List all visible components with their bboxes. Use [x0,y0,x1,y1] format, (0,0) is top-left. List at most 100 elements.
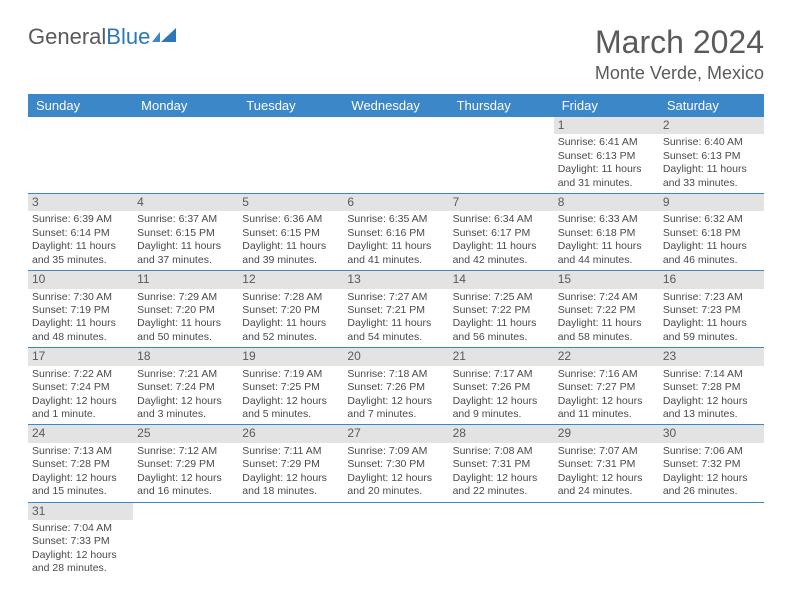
day-cell: 6Sunrise: 6:35 AMSunset: 6:16 PMDaylight… [343,194,448,270]
sunrise-text: Sunrise: 7:24 AM [558,291,655,304]
daylight-text-2: and 18 minutes. [242,485,339,498]
title-block: March 2024 Monte Verde, Mexico [595,24,764,84]
daylight-text-2: and 20 minutes. [347,485,444,498]
day-cell: 30Sunrise: 7:06 AMSunset: 7:32 PMDayligh… [659,425,764,501]
empty-cell [449,117,554,193]
day-cell: 22Sunrise: 7:16 AMSunset: 7:27 PMDayligh… [554,348,659,424]
dow-thursday: Thursday [449,94,554,117]
empty-cell [238,503,343,579]
daylight-text-1: Daylight: 12 hours [453,472,550,485]
day-number: 10 [28,271,133,288]
day-cell: 1Sunrise: 6:41 AMSunset: 6:13 PMDaylight… [554,117,659,193]
sunrise-text: Sunrise: 7:22 AM [32,368,129,381]
sunrise-text: Sunrise: 7:04 AM [32,522,129,535]
day-number: 17 [28,348,133,365]
sunrise-text: Sunrise: 7:17 AM [453,368,550,381]
day-number: 24 [28,425,133,442]
day-cell: 24Sunrise: 7:13 AMSunset: 7:28 PMDayligh… [28,425,133,501]
sunset-text: Sunset: 7:20 PM [137,304,234,317]
daylight-text-2: and 52 minutes. [242,331,339,344]
sunset-text: Sunset: 7:29 PM [242,458,339,471]
daylight-text-1: Daylight: 11 hours [558,317,655,330]
sunrise-text: Sunrise: 7:14 AM [663,368,760,381]
logo-text-general: General [28,24,106,50]
day-number: 30 [659,425,764,442]
daylight-text-1: Daylight: 12 hours [663,472,760,485]
sunrise-text: Sunrise: 7:11 AM [242,445,339,458]
day-of-week-header: Sunday Monday Tuesday Wednesday Thursday… [28,94,764,117]
daylight-text-2: and 28 minutes. [32,562,129,575]
sunrise-text: Sunrise: 6:41 AM [558,136,655,149]
day-cell: 3Sunrise: 6:39 AMSunset: 6:14 PMDaylight… [28,194,133,270]
sunrise-text: Sunrise: 7:12 AM [137,445,234,458]
day-cell: 17Sunrise: 7:22 AMSunset: 7:24 PMDayligh… [28,348,133,424]
day-number: 21 [449,348,554,365]
month-title: March 2024 [595,24,764,61]
sunrise-text: Sunrise: 6:39 AM [32,213,129,226]
daylight-text-2: and 5 minutes. [242,408,339,421]
day-cell: 4Sunrise: 6:37 AMSunset: 6:15 PMDaylight… [133,194,238,270]
dow-tuesday: Tuesday [238,94,343,117]
day-cell: 25Sunrise: 7:12 AMSunset: 7:29 PMDayligh… [133,425,238,501]
daylight-text-2: and 16 minutes. [137,485,234,498]
daylight-text-1: Daylight: 11 hours [347,317,444,330]
sunrise-text: Sunrise: 7:23 AM [663,291,760,304]
daylight-text-1: Daylight: 12 hours [558,472,655,485]
sunset-text: Sunset: 7:22 PM [453,304,550,317]
daylight-text-1: Daylight: 11 hours [453,240,550,253]
empty-cell [659,503,764,579]
daylight-text-2: and 50 minutes. [137,331,234,344]
dow-friday: Friday [554,94,659,117]
day-number: 25 [133,425,238,442]
sunset-text: Sunset: 7:21 PM [347,304,444,317]
day-cell: 16Sunrise: 7:23 AMSunset: 7:23 PMDayligh… [659,271,764,347]
sunrise-text: Sunrise: 7:06 AM [663,445,760,458]
dow-wednesday: Wednesday [343,94,448,117]
day-number: 12 [238,271,343,288]
daylight-text-2: and 11 minutes. [558,408,655,421]
sunset-text: Sunset: 7:22 PM [558,304,655,317]
day-cell: 7Sunrise: 6:34 AMSunset: 6:17 PMDaylight… [449,194,554,270]
day-cell: 12Sunrise: 7:28 AMSunset: 7:20 PMDayligh… [238,271,343,347]
day-cell: 9Sunrise: 6:32 AMSunset: 6:18 PMDaylight… [659,194,764,270]
day-number: 27 [343,425,448,442]
sunset-text: Sunset: 6:16 PM [347,227,444,240]
day-cell: 11Sunrise: 7:29 AMSunset: 7:20 PMDayligh… [133,271,238,347]
day-number: 20 [343,348,448,365]
day-number: 29 [554,425,659,442]
daylight-text-2: and 9 minutes. [453,408,550,421]
daylight-text-1: Daylight: 12 hours [663,395,760,408]
day-number: 14 [449,271,554,288]
day-cell: 19Sunrise: 7:19 AMSunset: 7:25 PMDayligh… [238,348,343,424]
daylight-text-1: Daylight: 12 hours [137,472,234,485]
sunset-text: Sunset: 7:31 PM [558,458,655,471]
logo-flag-icon [152,28,178,46]
daylight-text-2: and 24 minutes. [558,485,655,498]
week-row: 24Sunrise: 7:13 AMSunset: 7:28 PMDayligh… [28,425,764,502]
sunset-text: Sunset: 7:26 PM [453,381,550,394]
daylight-text-1: Daylight: 12 hours [347,395,444,408]
week-row: 1Sunrise: 6:41 AMSunset: 6:13 PMDaylight… [28,117,764,194]
day-cell: 28Sunrise: 7:08 AMSunset: 7:31 PMDayligh… [449,425,554,501]
daylight-text-1: Daylight: 12 hours [242,395,339,408]
sunrise-text: Sunrise: 6:33 AM [558,213,655,226]
daylight-text-1: Daylight: 12 hours [347,472,444,485]
day-cell: 20Sunrise: 7:18 AMSunset: 7:26 PMDayligh… [343,348,448,424]
day-number: 11 [133,271,238,288]
sunset-text: Sunset: 7:27 PM [558,381,655,394]
sunset-text: Sunset: 7:31 PM [453,458,550,471]
sunset-text: Sunset: 7:25 PM [242,381,339,394]
daylight-text-1: Daylight: 12 hours [558,395,655,408]
daylight-text-2: and 22 minutes. [453,485,550,498]
week-row: 31Sunrise: 7:04 AMSunset: 7:33 PMDayligh… [28,503,764,579]
daylight-text-2: and 58 minutes. [558,331,655,344]
day-number: 16 [659,271,764,288]
dow-sunday: Sunday [28,94,133,117]
sunrise-text: Sunrise: 6:40 AM [663,136,760,149]
sunset-text: Sunset: 7:26 PM [347,381,444,394]
sunset-text: Sunset: 7:24 PM [137,381,234,394]
day-number: 18 [133,348,238,365]
sunrise-text: Sunrise: 7:25 AM [453,291,550,304]
sunrise-text: Sunrise: 6:36 AM [242,213,339,226]
daylight-text-2: and 1 minute. [32,408,129,421]
